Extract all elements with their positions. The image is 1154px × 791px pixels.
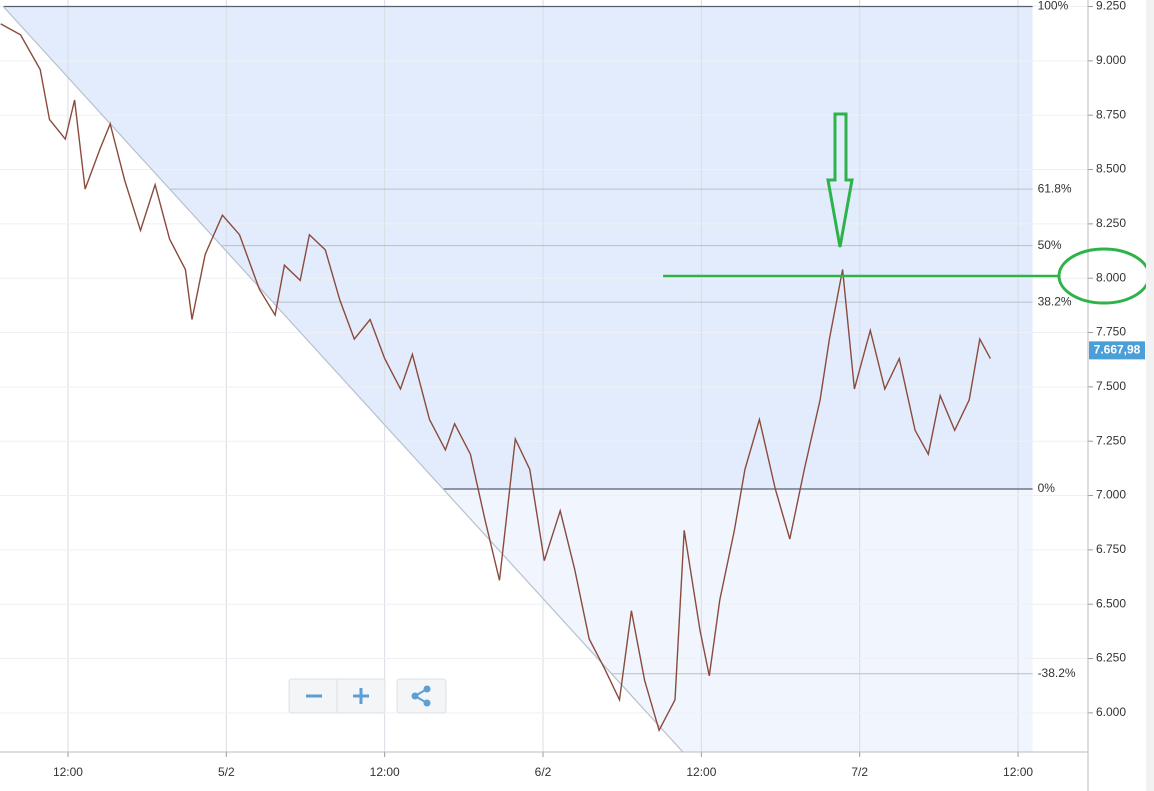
y-tick-label: 8.250 <box>1096 216 1126 230</box>
scrollbar <box>1146 0 1154 791</box>
y-tick-label: 8.750 <box>1096 107 1126 121</box>
fib-label: 50% <box>1038 238 1062 252</box>
x-tick-label: 12:00 <box>686 765 716 779</box>
x-tick-label: 12:00 <box>370 765 400 779</box>
y-tick-label: 6.750 <box>1096 542 1126 556</box>
y-tick-label: 7.500 <box>1096 379 1126 393</box>
y-tick-label: 8.500 <box>1096 162 1126 176</box>
zoom-in-button[interactable] <box>353 688 369 704</box>
share-icon-dot <box>411 692 419 700</box>
last-price-label: 7.667,98 <box>1094 343 1141 357</box>
fib-mask <box>0 6 683 753</box>
x-tick-label: 5/2 <box>218 765 235 779</box>
y-tick-label: 9.250 <box>1096 0 1126 13</box>
y-tick-label: 6.250 <box>1096 651 1126 665</box>
annotation-arrow <box>826 112 854 248</box>
y-tick-label: 7.000 <box>1096 488 1126 502</box>
price-line <box>0 23 992 733</box>
x-tick-label: 6/2 <box>535 765 552 779</box>
y-tick-label: 8.000 <box>1096 270 1126 284</box>
fib-label: 0% <box>1038 481 1056 495</box>
x-tick-label: 12:00 <box>1003 765 1033 779</box>
y-tick-label: 6.000 <box>1096 705 1126 719</box>
x-tick-label: 12:00 <box>53 765 83 779</box>
trend-line <box>2 6 684 753</box>
last-price-tag <box>1089 341 1145 360</box>
y-tick-label: 7.750 <box>1096 325 1126 339</box>
fib-label: 61.8% <box>1038 181 1072 195</box>
share-icon-dot <box>423 685 431 693</box>
share-button[interactable] <box>396 678 447 714</box>
y-tick-label: 6.500 <box>1096 596 1126 610</box>
fib-label: 38.2% <box>1038 294 1072 308</box>
zoom-toolbar <box>288 678 447 714</box>
fib-label: -38.2% <box>1038 666 1076 680</box>
share-icon-dot <box>423 699 431 707</box>
x-tick-label: 7/2 <box>851 765 868 779</box>
fib-label: 100% <box>1038 0 1069 13</box>
y-tick-label: 9.000 <box>1096 53 1126 67</box>
y-tick-label: 7.250 <box>1096 433 1126 447</box>
